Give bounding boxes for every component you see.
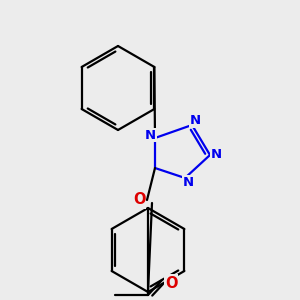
Text: O: O bbox=[165, 275, 177, 290]
Text: N: N bbox=[145, 129, 156, 142]
Text: N: N bbox=[183, 176, 194, 189]
Text: N: N bbox=[190, 114, 201, 127]
Text: N: N bbox=[211, 148, 222, 161]
Text: O: O bbox=[133, 193, 145, 208]
